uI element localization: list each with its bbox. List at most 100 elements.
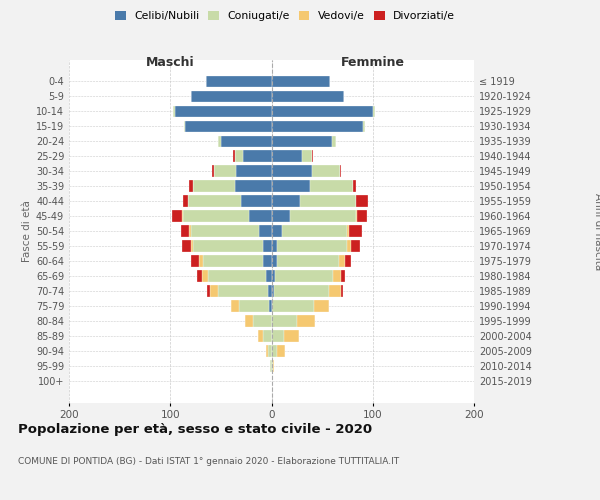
Bar [356, 210, 367, 222]
Bar [271, 270, 275, 282]
Bar [373, 106, 375, 117]
Bar [208, 270, 266, 282]
Bar [197, 270, 202, 282]
Bar [182, 240, 191, 252]
Bar [340, 256, 346, 267]
Bar [352, 240, 359, 252]
Bar [332, 136, 337, 147]
Bar [173, 106, 175, 117]
Bar [253, 316, 271, 327]
Bar [274, 286, 329, 297]
Bar [190, 226, 191, 237]
Bar [272, 360, 274, 372]
Bar [218, 136, 221, 147]
Bar [329, 286, 341, 297]
Bar [243, 150, 271, 162]
Text: Popolazione per età, sesso e stato civile - 2020: Popolazione per età, sesso e stato civil… [18, 422, 372, 436]
Bar [271, 360, 272, 372]
Bar [199, 256, 203, 267]
Bar [340, 166, 341, 177]
Text: COMUNE DI PONTIDA (BG) - Dati ISTAT 1° gennaio 2020 - Elaborazione TUTTITALIA.IT: COMUNE DI PONTIDA (BG) - Dati ISTAT 1° g… [18, 458, 399, 466]
Bar [193, 240, 263, 252]
Bar [347, 226, 349, 237]
Bar [271, 166, 312, 177]
Bar [212, 166, 214, 177]
Bar [249, 210, 271, 222]
Bar [236, 166, 271, 177]
Bar [231, 300, 239, 312]
Bar [271, 180, 310, 192]
Bar [356, 196, 368, 207]
Bar [277, 346, 284, 357]
Bar [210, 286, 218, 297]
Bar [290, 210, 356, 222]
Bar [310, 180, 353, 192]
Bar [268, 286, 271, 297]
Bar [300, 196, 356, 207]
Text: Femmine: Femmine [341, 56, 405, 70]
Bar [312, 166, 340, 177]
Bar [271, 136, 332, 147]
Bar [182, 210, 184, 222]
Bar [271, 150, 302, 162]
Bar [263, 330, 271, 342]
Bar [235, 150, 243, 162]
Bar [271, 210, 290, 222]
Y-axis label: Fasce di età: Fasce di età [22, 200, 32, 262]
Bar [191, 90, 271, 102]
Bar [341, 286, 343, 297]
Bar [271, 90, 344, 102]
Bar [284, 330, 299, 342]
Bar [268, 346, 271, 357]
Bar [202, 270, 208, 282]
Bar [266, 270, 271, 282]
Bar [269, 300, 271, 312]
Bar [312, 150, 313, 162]
Bar [218, 286, 268, 297]
Bar [188, 196, 241, 207]
Bar [271, 286, 274, 297]
Bar [271, 240, 277, 252]
Bar [259, 226, 271, 237]
Bar [349, 226, 362, 237]
Bar [271, 316, 297, 327]
Bar [281, 226, 347, 237]
Bar [191, 256, 199, 267]
Bar [221, 136, 271, 147]
Bar [314, 300, 329, 312]
Bar [271, 256, 277, 267]
Bar [203, 256, 263, 267]
Bar [263, 256, 271, 267]
Bar [185, 120, 271, 132]
Bar [241, 196, 271, 207]
Bar [271, 346, 277, 357]
Bar [302, 150, 312, 162]
Bar [277, 240, 347, 252]
Bar [263, 240, 271, 252]
Bar [214, 166, 236, 177]
Bar [266, 346, 268, 357]
Bar [191, 240, 193, 252]
Bar [206, 286, 210, 297]
Bar [239, 300, 269, 312]
Bar [271, 330, 284, 342]
Bar [333, 270, 341, 282]
Bar [347, 240, 352, 252]
Text: Maschi: Maschi [146, 56, 194, 70]
Bar [181, 226, 190, 237]
Bar [277, 256, 340, 267]
Bar [175, 106, 271, 117]
Bar [193, 180, 235, 192]
Bar [362, 120, 365, 132]
Bar [271, 226, 281, 237]
Y-axis label: Anni di nascita: Anni di nascita [593, 192, 600, 270]
Bar [190, 180, 193, 192]
Legend: Celibi/Nubili, Coniugati/e, Vedovi/e, Divorziati/e: Celibi/Nubili, Coniugati/e, Vedovi/e, Di… [112, 8, 458, 24]
Bar [341, 270, 346, 282]
Bar [184, 120, 185, 132]
Bar [297, 316, 315, 327]
Bar [206, 76, 271, 88]
Bar [233, 150, 235, 162]
Bar [259, 330, 263, 342]
Bar [353, 180, 356, 192]
